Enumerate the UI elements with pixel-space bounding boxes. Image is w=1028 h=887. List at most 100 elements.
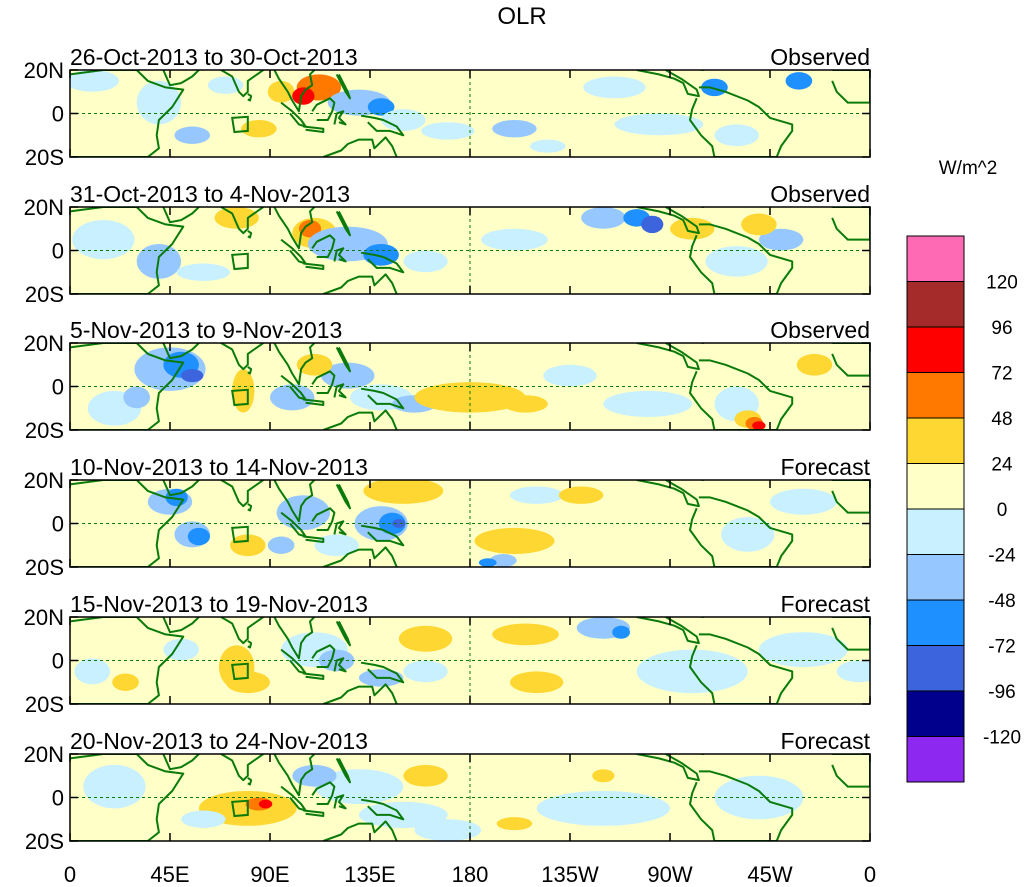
coastline bbox=[311, 370, 336, 394]
panel-status: Observed bbox=[770, 181, 870, 207]
coastline bbox=[162, 343, 200, 360]
coastline bbox=[831, 343, 870, 377]
lon-label: 90E bbox=[250, 862, 289, 887]
map-field bbox=[70, 70, 870, 157]
olr-anomaly-region bbox=[276, 495, 331, 531]
lat-label: 0 bbox=[52, 786, 64, 811]
olr-anomaly-region bbox=[298, 220, 322, 238]
map-panel: 20N 0 20S 20-Nov-2013 to 24-Nov-2013 Forecas… bbox=[24, 728, 871, 854]
olr-anomaly-region bbox=[758, 632, 848, 668]
olr-anomaly-region bbox=[267, 80, 295, 103]
panel-date-range: 15-Nov-2013 to 19-Nov-2013 bbox=[70, 591, 368, 617]
olr-anomaly-region bbox=[70, 70, 119, 92]
index-region-box bbox=[231, 525, 249, 544]
coastline bbox=[689, 496, 794, 567]
lat-label: 20S bbox=[25, 418, 64, 443]
olr-anomaly-region bbox=[174, 126, 211, 144]
coastline bbox=[303, 809, 325, 817]
lon-label: 0 bbox=[64, 862, 76, 887]
lat-label: 20S bbox=[25, 145, 64, 170]
colorbar: 120 96 72 48 24 0 -24 -48 -72 -96 -120 bbox=[906, 235, 1021, 783]
olr-anomaly-region bbox=[492, 120, 537, 138]
olr-anomaly-region bbox=[721, 516, 775, 552]
lat-label: 20S bbox=[25, 692, 64, 717]
coastline bbox=[360, 661, 405, 684]
coastline bbox=[360, 798, 405, 821]
coastline bbox=[636, 70, 700, 98]
olr-anomaly-region bbox=[510, 486, 564, 504]
colorbar-swatch bbox=[906, 736, 965, 783]
olr-anomaly-region bbox=[612, 625, 630, 639]
olr-anomaly-region bbox=[478, 558, 497, 567]
olr-anomaly-region bbox=[314, 534, 359, 557]
panel-status: Observed bbox=[770, 44, 870, 70]
coastline bbox=[831, 617, 870, 651]
coastline bbox=[636, 343, 700, 371]
olr-anomaly-region bbox=[741, 213, 777, 236]
coastline bbox=[831, 754, 870, 788]
lon-label: 135W bbox=[541, 862, 599, 887]
coastline bbox=[247, 503, 253, 512]
olr-anomaly-region bbox=[474, 527, 555, 554]
colorbar-swatch bbox=[906, 417, 965, 464]
coastline bbox=[303, 398, 325, 406]
olr-anomaly-region bbox=[592, 769, 615, 783]
coastline bbox=[322, 273, 398, 294]
olr-anomaly-region bbox=[641, 215, 664, 234]
coastline bbox=[689, 86, 794, 157]
olr-anomaly-region bbox=[670, 217, 715, 240]
olr-anomaly-region bbox=[363, 480, 444, 504]
olr-anomaly-region bbox=[581, 207, 626, 229]
olr-anomaly-region bbox=[536, 790, 670, 826]
map-field bbox=[70, 480, 870, 567]
olr-anomaly-region bbox=[543, 364, 597, 387]
olr-anomaly-region bbox=[481, 228, 548, 251]
coastline bbox=[333, 794, 347, 810]
panel-status: Forecast bbox=[781, 591, 871, 617]
olr-anomaly-region bbox=[583, 76, 646, 99]
panel-status: Observed bbox=[770, 317, 870, 343]
olr-anomaly-region bbox=[392, 519, 406, 528]
olr-anomaly-region bbox=[267, 536, 295, 554]
coastline bbox=[322, 409, 398, 430]
coastline bbox=[322, 820, 398, 841]
olr-anomaly-region bbox=[752, 421, 766, 430]
coastline bbox=[273, 207, 316, 250]
olr-anomaly-region bbox=[123, 386, 150, 409]
colorbar-swatch bbox=[906, 281, 965, 328]
colorbar-label: 0 bbox=[997, 500, 1008, 521]
colorbar-label: -96 bbox=[988, 682, 1015, 703]
map-panel: 20N 0 20S 5-Nov-2013 to 9-Nov-2013 Observed bbox=[24, 317, 871, 443]
map-panel: 20N 0 20S 26-Oct-2013 to 30-Oct-2013 Observe… bbox=[24, 44, 871, 170]
coastline bbox=[335, 346, 351, 373]
coastline bbox=[311, 644, 336, 668]
coastline bbox=[247, 777, 253, 786]
coastline bbox=[280, 511, 307, 538]
coastline bbox=[303, 672, 325, 680]
olr-anomaly-region bbox=[258, 799, 273, 809]
coastline bbox=[636, 480, 700, 508]
colorbar-label: -72 bbox=[988, 637, 1015, 658]
olr-anomaly-region bbox=[490, 553, 517, 567]
lat-label: 0 bbox=[52, 649, 64, 674]
olr-anomaly-region bbox=[136, 80, 182, 125]
coastline bbox=[273, 617, 316, 660]
olr-anomaly-region bbox=[241, 120, 277, 138]
lat-label: 0 bbox=[52, 512, 64, 537]
coastline bbox=[322, 683, 398, 704]
coastline bbox=[280, 648, 307, 675]
lon-label: 45E bbox=[150, 862, 189, 887]
coastline bbox=[162, 617, 200, 634]
map-panel: 20N 0 20S 15-Nov-2013 to 19-Nov-2013 Forecas… bbox=[24, 591, 871, 717]
olr-anomaly-region bbox=[381, 109, 426, 131]
colorbar-units-label: W/m^2 bbox=[939, 158, 998, 179]
coastline bbox=[162, 480, 200, 497]
map-field bbox=[70, 754, 870, 841]
colorbar-label: 120 bbox=[986, 273, 1018, 294]
olr-anomaly-region bbox=[230, 534, 266, 557]
coastline bbox=[689, 359, 794, 430]
coastline bbox=[689, 223, 794, 294]
coastline bbox=[70, 617, 185, 704]
coastline bbox=[831, 207, 870, 241]
